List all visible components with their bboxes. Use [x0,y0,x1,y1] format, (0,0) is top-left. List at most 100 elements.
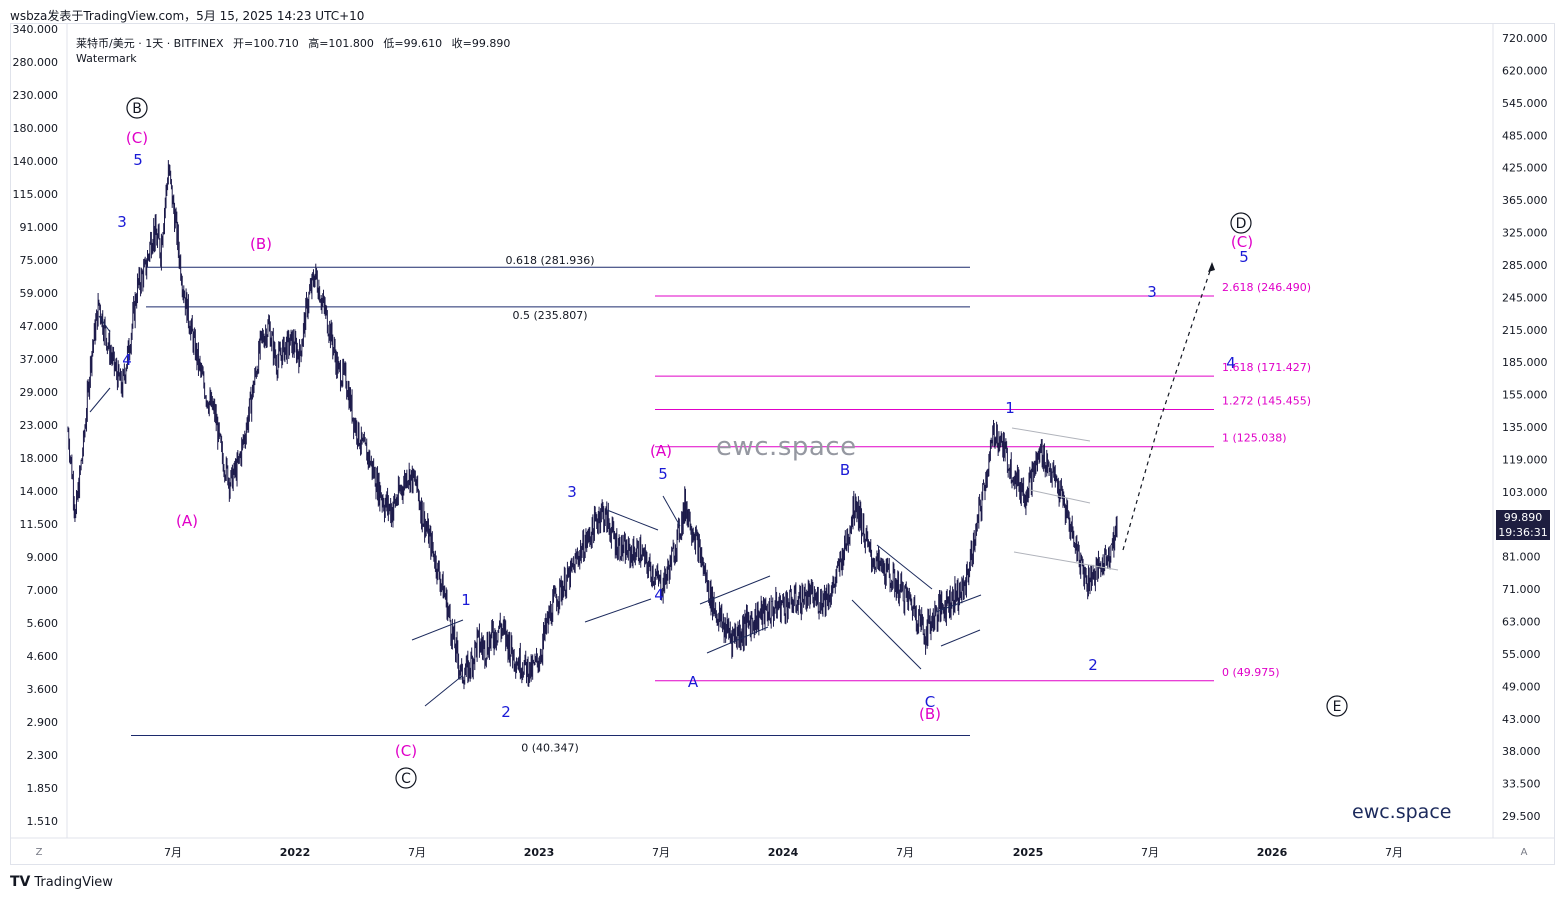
right-axis-tick-label: 215.000 [1502,324,1548,337]
center-watermark: ewc.space [716,432,857,462]
pattern-trendline [606,509,659,531]
time-axis-tick-label: 2023 [524,846,555,859]
fib-extension-label: 1.272 (145.455) [1222,394,1311,407]
open-value: 开=100.710 [232,37,299,50]
time-axis-tick-label: 2022 [280,846,311,859]
pattern-trendline [89,387,111,413]
wave-label-minor: 2 [1088,656,1098,674]
time-axis-tick-label: 7月 [1385,846,1403,859]
left-axis-tick-label: 230.000 [13,89,59,102]
left-axis-tick-label: 37.000 [20,353,59,366]
wave-label-intermediate: (C) [1231,233,1253,251]
zoom-button[interactable]: Z [35,847,43,858]
left-axis-tick-label: 4.600 [27,650,59,663]
low-value: 低=99.610 [383,37,443,50]
fib-extension-label: 2.618 (246.490) [1222,281,1311,294]
wave-label-intermediate: (B) [919,705,941,723]
wave-label-intermediate: (A) [650,442,672,460]
time-axis-tick-label: 7月 [896,846,914,859]
fib-level-label: 0.5 (235.807) [512,309,587,322]
wave-label-intermediate: (C) [126,129,148,147]
wave-label-minor: 4 [654,586,664,604]
bar-countdown: 19:36:31 [1498,526,1548,539]
wave-label-intermediate: (A) [176,512,198,530]
time-axis-tick-label: 2026 [1257,846,1288,859]
left-axis-tick-label: 59.000 [20,287,59,300]
projection-arrowhead [1208,262,1215,272]
left-axis-tick-label: 5.600 [27,617,59,630]
wave-label-primary: D [1236,216,1247,232]
wave-label-minor: 1 [1005,399,1015,417]
left-axis-tick-label: 340.000 [13,23,59,36]
left-axis-tick-label: 18.000 [20,452,59,465]
right-axis-tick-label: 33.500 [1502,778,1541,791]
wave-label-minor: 4 [1226,354,1236,372]
wave-label-primary: E [1333,699,1342,715]
fib-level-label: 0 (40.347) [521,741,579,754]
symbol-name[interactable]: 莱特币/美元 · 1天 · BITFINEX [76,37,224,50]
pattern-trendline [851,599,922,670]
right-axis-tick-label: 29.500 [1502,810,1541,823]
wave-label-minor: 5 [658,465,668,483]
high-value: 高=101.800 [308,37,374,50]
time-axis-tick-label: 7月 [652,846,670,859]
wave-label-intermediate: (C) [395,742,417,760]
wave-label-minor: A [688,673,699,691]
left-axis-tick-label: 7.000 [27,584,59,597]
last-price-tag: 99.890 19:36:31 [1496,510,1550,540]
wave-circle-marker [126,97,148,119]
chart-frame[interactable] [10,23,1555,865]
wave-label-minor: 4 [122,351,132,369]
projection-path [1122,264,1213,551]
wave-label-minor: 3 [117,213,127,231]
time-axis-tick-label: 7月 [408,846,426,859]
pattern-trendline [699,575,771,605]
left-axis-tick-label: 47.000 [20,320,59,333]
pattern-trendline [935,594,982,613]
wave-label-minor: 5 [133,151,143,169]
left-axis-tick-label: 2.300 [27,749,59,762]
time-axis-tick-label: 7月 [1141,846,1159,859]
right-axis-tick-label: 425.000 [1502,162,1548,175]
left-axis-tick-label: 3.600 [27,683,59,696]
right-axis-tick-label: 135.000 [1502,421,1548,434]
pattern-trendline [411,619,464,641]
pattern-trendline [706,626,769,654]
left-axis-tick-label: 14.000 [20,485,59,498]
wave-label-primary: C [401,771,411,787]
wave-label-primary: B [132,101,142,117]
left-axis-tick-label: 115.000 [13,188,59,201]
wave-label-minor: 5 [1239,248,1249,266]
right-axis-tick-label: 720.000 [1502,32,1548,45]
right-axis-tick-label: 245.000 [1502,291,1548,304]
symbol-legend: 莱特币/美元 · 1天 · BITFINEX 开=100.710 高=101.8… [76,35,516,51]
channel-trendline [1011,427,1091,442]
corner-watermark: ewc.space [1352,801,1452,823]
pattern-trendline [424,675,463,707]
left-axis-tick-label: 11.500 [20,518,59,531]
wave-label-minor: B [840,461,850,479]
wave-label-minor: 3 [1147,283,1157,301]
right-axis-tick-label: 38.000 [1502,745,1541,758]
close-value: 收=99.890 [451,37,511,50]
time-axis-tick-label: 2024 [768,846,799,859]
wave-label-minor: C [925,693,935,711]
left-axis-tick-label: 2.900 [27,716,59,729]
right-axis-tick-label: 620.000 [1502,64,1548,77]
watermark-indicator-label[interactable]: Watermark [76,52,137,65]
wave-label-minor: 1 [461,591,471,609]
left-axis-tick-label: 1.510 [27,815,59,828]
left-axis-tick-label: 280.000 [13,56,59,69]
right-axis-tick-label: 155.000 [1502,389,1548,402]
right-axis-tick-label: 119.000 [1502,453,1548,466]
pattern-trendline [98,315,111,333]
wave-label-minor: 2 [501,703,511,721]
last-price: 99.890 [1503,511,1543,524]
pattern-trendline [662,495,681,527]
time-axis-tick-label: 2025 [1013,846,1044,859]
auto-scale-button[interactable]: A [1520,847,1528,858]
tradingview-logo[interactable]: TV TradingView [10,874,113,890]
channel-trendline [1013,551,1119,571]
pattern-trendline [940,629,981,647]
